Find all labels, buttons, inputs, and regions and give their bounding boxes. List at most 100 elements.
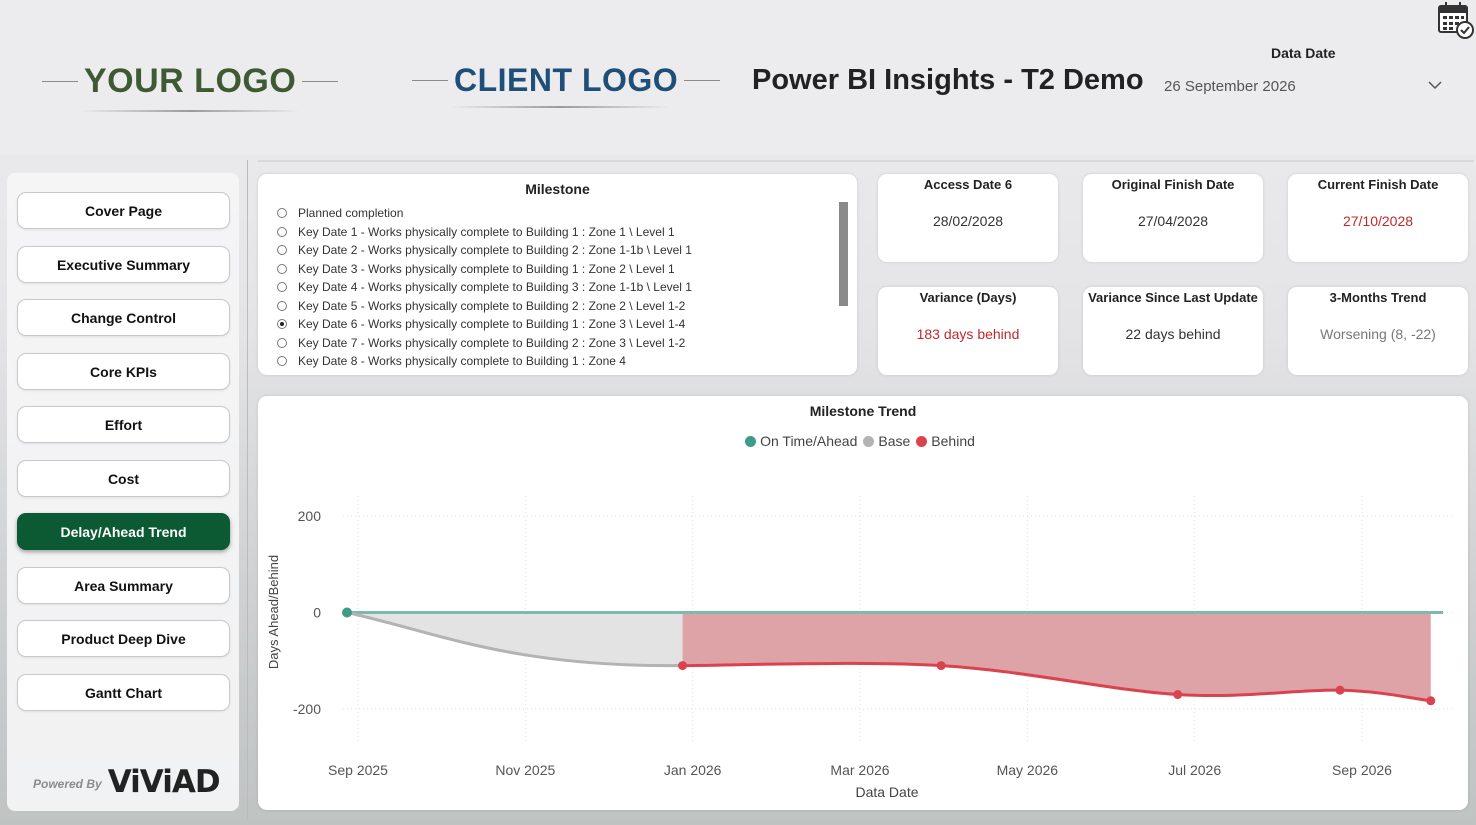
milestone-option-label: Key Date 4 - Works physically complete t… xyxy=(298,280,692,295)
radio-icon[interactable] xyxy=(277,226,287,237)
client-logo: CLIENT LOGO xyxy=(412,62,721,99)
kpi-value: 27/10/2028 xyxy=(1342,213,1414,229)
nav-effort-button[interactable]: Effort xyxy=(17,406,230,443)
radio-icon[interactable] xyxy=(277,356,287,367)
kpi-label: Access Date 6 xyxy=(923,177,1013,192)
y-tick-label: 0 xyxy=(313,605,321,621)
legend-item[interactable]: On Time/Ahead xyxy=(745,433,857,449)
legend-dot-icon xyxy=(916,435,928,447)
milestone-option[interactable]: Planned completion xyxy=(277,204,692,223)
x-tick-label: Sep 2026 xyxy=(1332,762,1392,778)
radio-icon[interactable] xyxy=(277,245,287,256)
radio-icon[interactable] xyxy=(277,300,287,311)
x-tick-label: May 2026 xyxy=(997,762,1059,778)
radio-icon[interactable] xyxy=(277,208,287,219)
milestone-option[interactable]: Key Date 8 - Works physically complete t… xyxy=(277,352,692,371)
kpi-value: 183 days behind xyxy=(916,326,1020,342)
y-tick-label: -200 xyxy=(293,701,321,717)
your-logo: YOUR LOGO xyxy=(42,62,339,101)
legend-item[interactable]: Behind xyxy=(916,433,975,449)
kpi-label: Variance Since Last Update xyxy=(1088,290,1258,305)
kpi-access-date: Access Date 6 28/02/2028 xyxy=(878,174,1058,262)
milestone-option-label: Key Date 7 - Works physically complete t… xyxy=(298,335,686,350)
y-axis-title: Days Ahead/Behind xyxy=(266,555,281,669)
radio-icon[interactable] xyxy=(277,337,287,348)
radio-icon[interactable] xyxy=(277,282,287,293)
client-logo-text: CLIENT LOGO xyxy=(454,62,679,98)
radio-icon[interactable] xyxy=(277,263,287,274)
kpi-value: Worsening (8, -22) xyxy=(1320,326,1436,342)
x-tick-label: Sep 2025 xyxy=(328,762,388,778)
vivad-logo: ViViAD xyxy=(107,764,221,800)
chart-legend: On Time/Ahead Base Behind xyxy=(258,433,1468,449)
behind-point xyxy=(678,661,688,671)
nav-change-control-button[interactable]: Change Control xyxy=(17,299,230,336)
radio-icon[interactable] xyxy=(277,319,287,330)
behind-point xyxy=(1426,696,1436,706)
nav-executive-summary-button[interactable]: Executive Summary xyxy=(17,246,230,283)
milestone-slicer: Milestone Planned completion Key Date 1 -… xyxy=(258,174,857,375)
milestone-option-label: Key Date 2 - Works physically complete t… xyxy=(298,243,692,258)
milestone-option-label: Key Date 3 - Works physically complete t… xyxy=(298,261,675,276)
milestone-option-label: Planned completion xyxy=(298,206,404,221)
milestone-option[interactable]: Key Date 7 - Works physically complete t… xyxy=(277,334,692,353)
behind-area xyxy=(682,612,1431,701)
legend-label: Behind xyxy=(931,433,975,449)
behind-point xyxy=(936,661,946,671)
milestone-option-label: Key Date 8 - Works physically complete t… xyxy=(298,354,626,369)
x-tick-label: Jul 2026 xyxy=(1168,762,1221,778)
milestone-option[interactable]: Key Date 4 - Works physically complete t… xyxy=(277,278,692,297)
milestone-list: Planned completion Key Date 1 - Works phy… xyxy=(277,204,692,371)
on-time-point xyxy=(341,607,352,618)
base-area xyxy=(346,612,683,666)
kpi-3-month-trend: 3-Months Trend Worsening (8, -22) xyxy=(1288,287,1468,375)
nav-area-summary-button[interactable]: Area Summary xyxy=(17,567,230,604)
nav-gantt-chart-button[interactable]: Gantt Chart xyxy=(17,674,230,711)
powered-by-label: Powered By xyxy=(33,777,102,791)
sidebar-divider xyxy=(247,160,248,820)
milestone-title: Milestone xyxy=(525,181,590,197)
legend-dot-icon xyxy=(745,435,757,447)
legend-label: On Time/Ahead xyxy=(760,433,858,449)
page-title: Power BI Insights - T2 Demo xyxy=(752,64,1144,96)
data-date-dropdown[interactable]: 26 September 2026 xyxy=(1164,78,1446,104)
legend-label: Base xyxy=(878,433,911,449)
behind-point xyxy=(1173,690,1183,700)
header: YOUR LOGO CLIENT LOGO Power BI Insights … xyxy=(0,0,1476,155)
nav-cost-button[interactable]: Cost xyxy=(17,460,230,497)
milestone-scrollbar[interactable] xyxy=(839,202,848,306)
kpi-original-finish: Original Finish Date 27/04/2028 xyxy=(1083,174,1263,262)
milestone-option[interactable]: Key Date 5 - Works physically complete t… xyxy=(277,297,692,316)
base-line xyxy=(346,611,683,668)
chevron-down-icon[interactable] xyxy=(1428,78,1442,92)
kpi-value: 27/04/2028 xyxy=(1137,213,1209,229)
x-tick-label: Mar 2026 xyxy=(830,762,889,778)
kpi-label: Original Finish Date xyxy=(1111,177,1235,192)
kpi-current-finish: Current Finish Date 27/10/2028 xyxy=(1288,174,1468,262)
nav-cover-page-button[interactable]: Cover Page xyxy=(17,192,230,229)
nav-core-kpis-button[interactable]: Core KPIs xyxy=(17,353,230,390)
milestone-option[interactable]: Key Date 1 - Works physically complete t… xyxy=(277,223,692,242)
x-tick-label: Nov 2025 xyxy=(495,762,555,778)
kpi-variance-since-update: Variance Since Last Update 22 days behin… xyxy=(1083,287,1263,375)
kpi-value: 28/02/2028 xyxy=(932,213,1004,229)
nav-delay-ahead-trend-button[interactable]: Delay/Ahead Trend xyxy=(17,513,230,550)
nav-product-deep-dive-button[interactable]: Product Deep Dive xyxy=(17,620,230,657)
milestone-trend-chart: Milestone Trend On Time/Ahead Base Behind … xyxy=(258,396,1468,810)
top-divider xyxy=(258,160,1474,162)
data-date-label: Data Date xyxy=(1271,45,1336,61)
milestone-option[interactable]: Key Date 6 - Works physically complete t… xyxy=(277,315,692,334)
milestone-option[interactable]: Key Date 3 - Works physically complete t… xyxy=(277,260,692,279)
kpi-label: Current Finish Date xyxy=(1317,177,1439,192)
milestone-option-label: Key Date 5 - Works physically complete t… xyxy=(298,298,686,313)
data-date-value: 26 September 2026 xyxy=(1164,78,1296,95)
your-logo-text: YOUR LOGO xyxy=(84,62,297,100)
chart-plot: 200 0 -200 Sep 2025 Nov 2025 Jan 2026 Mar 2026… xyxy=(266,496,1453,800)
milestone-option[interactable]: Key Date 2 - Works physically complete t… xyxy=(277,241,692,260)
legend-item[interactable]: Base xyxy=(863,433,910,449)
calendar-check-icon[interactable] xyxy=(1437,0,1475,40)
kpi-label: Variance (Days) xyxy=(919,290,1017,305)
x-tick-label: Jan 2026 xyxy=(664,762,722,778)
kpi-value: 22 days behind xyxy=(1125,326,1221,342)
y-tick-label: 200 xyxy=(298,508,322,524)
